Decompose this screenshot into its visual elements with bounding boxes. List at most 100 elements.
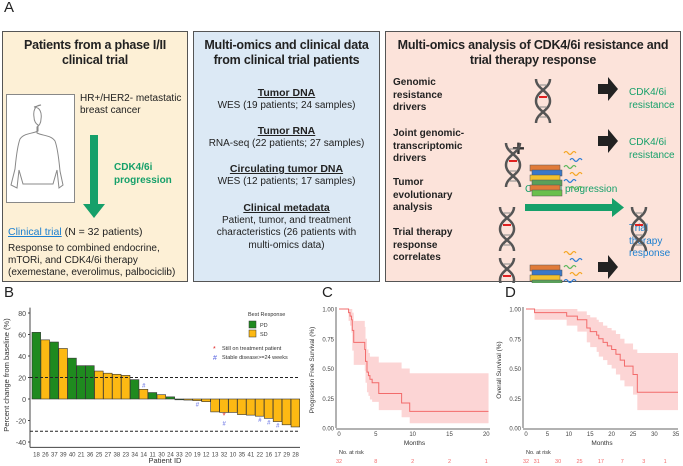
risk-count: 8 (374, 459, 377, 465)
risk-count: 17 (598, 459, 604, 465)
bar (210, 398, 220, 413)
stable-disease-marker: # (142, 383, 146, 389)
y-tick-label: 40 (18, 354, 26, 361)
progression-arrow-shaft (90, 135, 98, 205)
bar (219, 398, 229, 413)
bar (49, 341, 59, 400)
y-tick-label: 0.75 (322, 337, 334, 343)
rna-expression-icon (529, 150, 583, 197)
x-tick-label: 12 (203, 452, 210, 458)
legend-marker: # (213, 355, 217, 362)
x-tick-label: 18 (33, 452, 40, 458)
panel-label-b: B (4, 284, 15, 301)
on-treatment-marker: * (223, 411, 226, 420)
result-label: CDK4/6i progression (525, 184, 618, 195)
multiomics-data-box: Multi-omics and clinical data from clini… (193, 31, 380, 282)
x-tick-label: 17 (274, 452, 281, 458)
bar (156, 394, 166, 400)
os-km-chart: 0.00 0.25 0.50 0.75 1.00 0 5 10 15 20 25 30 35 Months… (496, 307, 680, 465)
legend-label: Still on treatment patient (222, 346, 282, 352)
bar (31, 332, 41, 400)
x-tick-label: 30 (158, 452, 165, 458)
y-tick-label: 0.00 (322, 427, 334, 433)
x-tick-label: 35 (673, 432, 680, 438)
x-tick-label: 24 (167, 452, 174, 458)
survival-curve (526, 308, 678, 393)
dna-icon (504, 142, 522, 188)
right-arrow-icon (598, 77, 618, 101)
trial-n: (N = 32 patients) (64, 226, 143, 238)
bar (174, 398, 184, 401)
x-axis-title: Months (591, 440, 613, 447)
x-tick-label: 30 (651, 432, 658, 438)
y-tick-label: -20 (16, 419, 26, 426)
x-tick-label: 39 (60, 452, 67, 458)
x-tick-label: 20 (483, 432, 490, 438)
bar (290, 398, 300, 428)
risk-count: 7 (621, 459, 624, 465)
y-axis-title: Overall Survival (%) (496, 341, 503, 398)
x-tick-label: 22 (256, 452, 263, 458)
x-axis-title: Months (404, 440, 426, 447)
clinical-trial-link[interactable]: Clinical trial (8, 226, 62, 238)
legend-title: Best Response (248, 312, 285, 318)
dna-icon (630, 206, 648, 252)
legend-label: Stable disease>=24 weeks (222, 355, 288, 361)
progression-arrow-head (83, 204, 105, 218)
section-text: WES (19 patients; 24 samples) (217, 99, 356, 111)
x-tick-label: 10 (409, 432, 416, 438)
bar (237, 398, 247, 415)
section-head: Tumor DNA (257, 87, 316, 99)
x-tick-label: 20 (608, 432, 615, 438)
bar (40, 339, 50, 400)
section-text: Patient, tumor, and treatment characteri… (216, 214, 357, 251)
y-tick-label: 0 (22, 397, 26, 404)
result-label: Trial therapy response (629, 223, 671, 259)
risk-count: 2 (448, 459, 451, 465)
risk-count: 32 (523, 459, 529, 465)
section-text: WES (12 patients; 17 samples) (217, 175, 356, 187)
risk-table-label: No. at risk (339, 450, 364, 456)
x-tick-label: 10 (230, 452, 237, 458)
legend-swatch (248, 329, 257, 338)
progression-arrow-shaft (525, 204, 613, 211)
confidence-band (339, 309, 489, 424)
x-tick-label: 25 (630, 432, 637, 438)
right-arrow-icon (598, 129, 618, 153)
y-axis-title: Progression Free Survival (%) (309, 327, 316, 414)
x-tick-label: 0 (337, 432, 341, 438)
patients-box: Patients from a phase I/II clinical tria… (2, 31, 188, 282)
rna-expression-icon (529, 250, 583, 283)
legend-label: PD (260, 323, 268, 329)
x-tick-label: 11 (149, 452, 156, 458)
x-tick-label: 41 (248, 452, 255, 458)
section-tumor-rna: Tumor RNA RNA-seq (22 patients; 27 sample… (194, 125, 379, 150)
bar (121, 375, 131, 400)
x-tick-label: 35 (239, 452, 246, 458)
result-label: CDK4/6i resistance (629, 137, 675, 161)
bar (138, 389, 149, 400)
x-tick-label: 34 (131, 452, 138, 458)
legend-marker: * (213, 346, 216, 353)
x-tick-label: 10 (565, 432, 572, 438)
section-text: RNA-seq (22 patients; 27 samples) (208, 137, 365, 149)
x-tick-label: 21 (78, 452, 85, 458)
x-tick-label: 23 (122, 452, 129, 458)
stable-disease-marker: # (276, 424, 280, 430)
bar (94, 370, 104, 400)
x-tick-label: 14 (140, 452, 147, 458)
x-tick-label: 25 (96, 452, 103, 458)
analysis-title: Multi-omics analysis of CDK4/6i resistan… (397, 38, 669, 67)
x-tick-label: 28 (292, 452, 299, 458)
bar (263, 398, 274, 419)
panel-label-c: C (322, 284, 333, 301)
y-tick-label: 0.25 (322, 397, 334, 403)
bar (103, 372, 113, 400)
section-clinical-metadata: Clinical metadata Patient, tumor, and tre… (194, 202, 379, 252)
y-tick-label: 1.00 (509, 308, 521, 314)
response-description: Response to combined endocrine, mTORi, a… (8, 243, 176, 278)
dna-icon (498, 206, 516, 252)
x-tick-label: 15 (587, 432, 594, 438)
x-tick-label: 13 (212, 452, 219, 458)
